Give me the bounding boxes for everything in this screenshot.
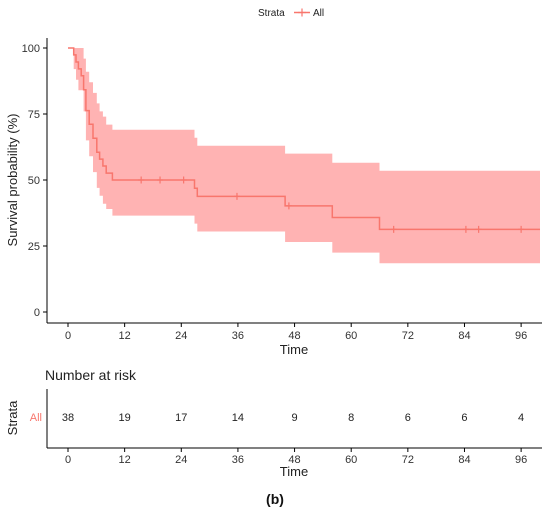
x-tick-label: 72 xyxy=(402,330,414,342)
risk-table-x-axis-label: Time xyxy=(280,464,308,479)
risk-x-tick-label: 96 xyxy=(515,454,527,466)
risk-value: 14 xyxy=(232,412,244,424)
risk-x-tick-label: 24 xyxy=(175,454,187,466)
x-tick-label: 24 xyxy=(175,330,187,342)
legend: Strata All xyxy=(258,8,324,19)
x-ticks: 0 12 24 36 48 60 72 84 96 xyxy=(65,323,527,342)
x-tick-label: 48 xyxy=(288,330,300,342)
risk-value: 8 xyxy=(348,412,354,424)
risk-value: 6 xyxy=(461,412,467,424)
legend-title: Strata xyxy=(258,8,285,19)
y-tick-label: 25 xyxy=(28,241,40,253)
x-tick-label: 12 xyxy=(119,330,131,342)
survival-plot: 0 25 50 75 100 0 12 24 36 48 60 72 84 96 Time Surviv… xyxy=(5,38,542,357)
risk-value: 17 xyxy=(175,412,187,424)
x-axis-label: Time xyxy=(280,342,308,357)
risk-value: 9 xyxy=(291,412,297,424)
censor-mark xyxy=(285,202,292,210)
risk-value: 4 xyxy=(518,412,524,424)
y-axis-label: Survival probability (%) xyxy=(5,114,20,247)
censor-mark xyxy=(138,176,145,184)
figure-caption: (b) xyxy=(266,491,284,507)
y-tick-label: 75 xyxy=(28,109,40,121)
censor-mark xyxy=(462,225,469,233)
risk-x-tick-label: 12 xyxy=(119,454,131,466)
survival-curve xyxy=(68,47,540,231)
risk-x-ticks: 0 12 24 36 48 60 72 84 96 xyxy=(65,448,527,466)
x-tick-label: 36 xyxy=(232,330,244,342)
censor-mark xyxy=(390,225,397,233)
x-tick-label: 96 xyxy=(515,330,527,342)
censor-mark xyxy=(475,225,482,233)
risk-value: 38 xyxy=(62,412,74,424)
risk-x-tick-label: 0 xyxy=(65,454,71,466)
risk-x-tick-label: 36 xyxy=(232,454,244,466)
risk-values: 38 19 17 14 9 8 6 6 4 xyxy=(62,412,524,424)
legend-key xyxy=(294,8,310,17)
x-tick-label: 84 xyxy=(458,330,470,342)
y-ticks: 0 25 50 75 100 xyxy=(22,43,47,319)
legend-entry-all: All xyxy=(313,8,324,19)
censor-marks xyxy=(138,176,525,233)
risk-table: Number at risk Strata All 38 19 17 14 9 8 6 6 4 … xyxy=(5,367,542,479)
censor-mark xyxy=(518,225,525,233)
y-tick-label: 50 xyxy=(28,175,40,187)
risk-x-tick-label: 48 xyxy=(288,454,300,466)
censor-mark xyxy=(233,192,240,200)
risk-x-tick-label: 60 xyxy=(345,454,357,466)
risk-x-tick-label: 84 xyxy=(458,454,470,466)
censor-mark xyxy=(157,176,164,184)
risk-table-row-label-all: All xyxy=(30,412,42,424)
confidence-band xyxy=(68,48,540,264)
y-tick-label: 0 xyxy=(34,307,40,319)
censor-mark xyxy=(180,176,187,184)
risk-value: 19 xyxy=(119,412,131,424)
x-tick-label: 60 xyxy=(345,330,357,342)
risk-table-title: Number at risk xyxy=(45,367,137,383)
y-tick-label: 100 xyxy=(22,43,40,55)
risk-table-y-label: Strata xyxy=(5,400,20,435)
risk-x-tick-label: 72 xyxy=(402,454,414,466)
risk-value: 6 xyxy=(405,412,411,424)
x-tick-label: 0 xyxy=(65,330,71,342)
